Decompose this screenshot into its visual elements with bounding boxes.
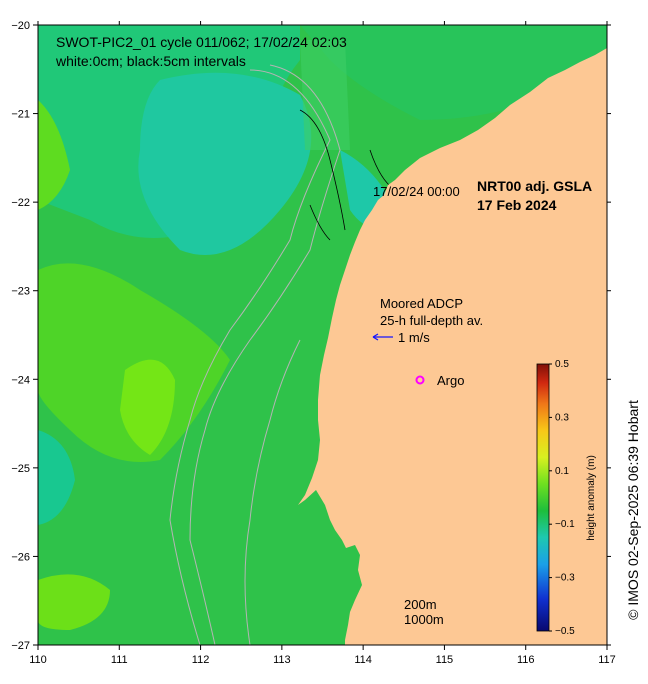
- x-tick-label: 115: [436, 654, 454, 666]
- x-tick-label: 114: [354, 654, 372, 666]
- x-tick-label: 112: [192, 654, 210, 666]
- adcp-label: Moored ADCP: [380, 296, 463, 311]
- y-tick-label: −26: [11, 551, 30, 563]
- y-tick-label: −24: [11, 374, 30, 386]
- track-time-label: 17/02/24 00:00: [373, 184, 460, 199]
- colorbar-tick-label: −0.1: [555, 519, 575, 530]
- product-label: NRT00 adj. GSLA: [477, 178, 592, 194]
- argo-marker-icon: [415, 375, 425, 385]
- peninsula-land: [374, 200, 400, 245]
- y-tick-label: −22: [11, 197, 30, 209]
- colorbar-tick-label: −0.3: [555, 573, 575, 584]
- x-tick-label: 110: [29, 654, 47, 666]
- colorbar-tick-label: 0.5: [555, 359, 569, 370]
- colorbar-tick-label: 0.3: [555, 412, 569, 423]
- adcp-sublabel: 25-h full-depth av.: [380, 313, 483, 328]
- y-tick-label: −25: [11, 463, 30, 475]
- x-tick-label: 113: [273, 654, 291, 666]
- contour-legend: white:0cm; black:5cm intervals: [55, 53, 246, 69]
- map-plot-area: [38, 25, 607, 645]
- y-tick-label: −27: [11, 640, 30, 652]
- colorbar: [536, 363, 550, 632]
- adcp-scale-arrow-icon: [372, 333, 393, 341]
- x-tick-label: 117: [598, 654, 616, 666]
- argo-label: Argo: [437, 373, 464, 388]
- depth-contours: [169, 64, 341, 645]
- product-date: 17 Feb 2024: [477, 197, 557, 213]
- sea-level-anomaly-field: [38, 25, 607, 630]
- y-tick-label: −23: [11, 286, 30, 298]
- map-frame: [37, 24, 608, 646]
- map-title: SWOT-PIC2_01 cycle 011/062; 17/02/24 02:…: [56, 34, 347, 50]
- colorbar-label: height anomaly (m): [586, 455, 597, 541]
- colorbar-tick-label: −0.5: [555, 626, 575, 637]
- credit-text: © IMOS 02-Sep-2025 06:39 Hobart: [625, 400, 641, 620]
- colorbar-ticks: 0.5 0.3 0.1 −0.1 −0.3 −0.5: [549, 359, 575, 637]
- x-axis: 110 111 112 113 114 115 116 117: [29, 21, 616, 666]
- depth-label-1000m: 1000m: [404, 612, 444, 627]
- depth-label-200m: 200m: [404, 597, 437, 612]
- x-tick-label: 111: [111, 654, 128, 666]
- y-tick-label: −20: [11, 20, 30, 32]
- x-tick-label: 116: [517, 654, 535, 666]
- y-tick-label: −21: [11, 109, 30, 121]
- colorbar-tick-label: 0.1: [555, 466, 569, 477]
- adcp-scale-label: 1 m/s: [398, 330, 430, 345]
- y-axis: −20 −21 −22 −23 −24 −25 −26 −27: [11, 20, 611, 652]
- land-mass: [298, 48, 607, 645]
